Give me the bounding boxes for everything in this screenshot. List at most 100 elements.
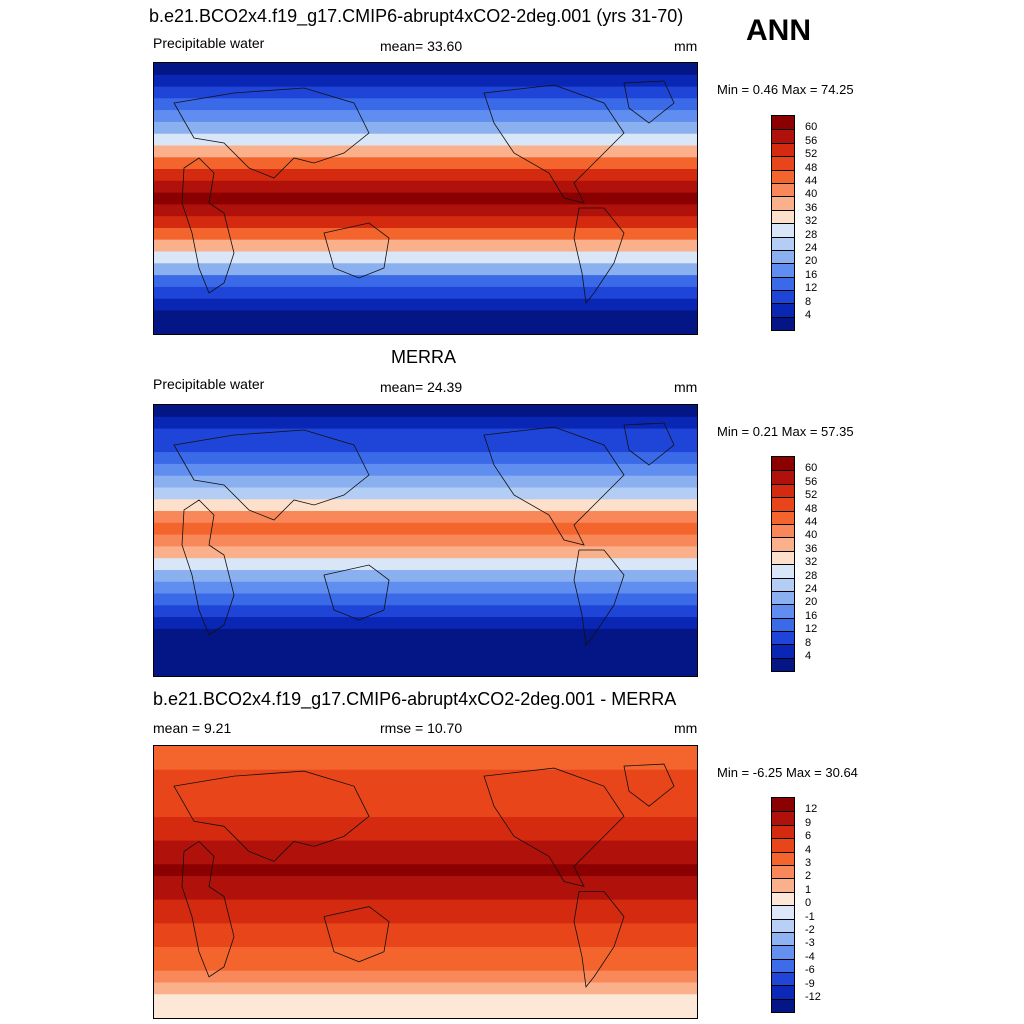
map-band: [154, 982, 697, 996]
colorbar-swatch: [772, 798, 794, 812]
colorbar-tick-label: 40: [805, 529, 818, 542]
colorbar-swatch: [772, 590, 794, 605]
map-band: [154, 121, 697, 135]
colorbar-swatch: [772, 657, 794, 672]
coastline: [323, 564, 390, 621]
colorbar-tick-label: 36: [805, 542, 818, 555]
colorbar-swatch: [772, 116, 794, 130]
map-band: [154, 947, 697, 960]
colorbar-tick-label: 56: [805, 475, 818, 488]
colorbar-tick-label: 20: [805, 596, 818, 609]
colorbar-tick-label: 44: [805, 175, 818, 187]
colorbar-tick-label: 32: [805, 215, 818, 228]
panel2-title: MERRA: [391, 347, 457, 367]
map-band: [154, 994, 697, 1008]
colorbar-tick-label: 12: [805, 282, 818, 295]
map-band: [154, 275, 697, 288]
map-band: [154, 617, 697, 630]
map-band: [154, 74, 697, 88]
map-field: [154, 405, 697, 676]
panel1-variable-label: Precipitable water: [153, 35, 265, 51]
colorbar-swatch: [772, 577, 794, 591]
map-band: [154, 769, 697, 783]
panel3-rmse-label: rmse = 10.70: [380, 720, 463, 736]
map-band: [154, 63, 697, 76]
colorbar-tick-label: 24: [805, 242, 818, 254]
colorbar-tick-label: 52: [805, 489, 818, 502]
panel2-units: mm: [674, 379, 698, 395]
map-band: [154, 428, 697, 442]
colorbar-tick-label: 0: [805, 897, 812, 910]
colorbar-tick-label: 4: [805, 650, 812, 662]
colorbar-tick-label: 4: [805, 309, 812, 321]
panel1-title: b.e21.BCO2x4.f19_g17.CMIP6-abrupt4xCO2-2…: [149, 6, 684, 26]
map-band: [154, 251, 697, 265]
map-band: [154, 534, 697, 548]
coastline: [181, 157, 235, 294]
colorbar-swatch: [772, 223, 794, 237]
colorbar-swatch: [772, 209, 794, 224]
panel2-variable-label: Precipitable water: [153, 376, 265, 392]
colorbar-tick-label: 36: [805, 201, 818, 214]
coastline: [573, 549, 625, 646]
map-band: [154, 463, 697, 477]
map-band: [154, 487, 697, 501]
colorbar-swatch: [772, 510, 794, 524]
map-band: [154, 169, 697, 182]
map-band: [154, 180, 697, 194]
coastline: [181, 499, 235, 636]
colorbar-swatch: [772, 156, 794, 170]
colorbar-tick-label: 16: [805, 268, 818, 281]
panel3-colorbar: [771, 797, 795, 1014]
colorbar-swatch: [772, 985, 794, 999]
map-band: [154, 98, 697, 112]
map-band: [154, 440, 697, 454]
colorbar-swatch: [772, 864, 794, 879]
colorbar-tick-label: 40: [805, 188, 818, 201]
colorbar-tick-label: 20: [805, 255, 818, 268]
colorbar-swatch: [772, 196, 794, 210]
map-field: [154, 746, 697, 1018]
map-band: [154, 876, 697, 889]
panel3-map: [153, 745, 698, 1019]
map-band: [154, 110, 697, 123]
map-band: [154, 652, 697, 666]
colorbar-swatch: [772, 523, 794, 538]
colorbar-tick-label: -9: [805, 977, 815, 990]
map-band: [154, 310, 697, 324]
colorbar-swatch: [772, 316, 794, 331]
colorbar-swatch: [772, 276, 794, 291]
map-band: [154, 757, 697, 771]
coastline: [483, 426, 625, 546]
panel1-units: mm: [674, 38, 698, 54]
colorbar-swatch: [772, 129, 794, 143]
coastline: [623, 422, 675, 466]
colorbar-tick-label: 6: [805, 830, 812, 843]
colorbar-tick-label: 3: [805, 857, 812, 869]
colorbar-swatch: [772, 182, 794, 197]
panel3-units: mm: [674, 720, 698, 736]
map-band: [154, 581, 697, 595]
coastline: [173, 87, 370, 179]
panel1-mean-label: mean= 33.60: [380, 38, 463, 54]
season-label: ANN: [746, 14, 811, 47]
colorbar-tick-label: -4: [805, 950, 815, 963]
map-band: [154, 746, 697, 759]
map-band: [154, 286, 697, 300]
colorbar-swatch: [772, 811, 794, 825]
colorbar-tick-label: 24: [805, 583, 818, 595]
map-band: [154, 322, 697, 334]
colorbar-tick-label: 48: [805, 502, 818, 515]
colorbar-swatch: [772, 470, 794, 484]
colorbar-swatch: [772, 303, 794, 317]
map-band: [154, 935, 697, 948]
map-band: [154, 452, 697, 465]
map-band: [154, 475, 697, 489]
panel1-colorbar: [771, 115, 795, 332]
map-band: [154, 216, 697, 229]
colorbar-tick-label: -3: [805, 937, 815, 950]
map-band: [154, 958, 697, 972]
colorbar-swatch: [772, 972, 794, 986]
coastline: [573, 891, 625, 988]
map-band: [154, 263, 697, 277]
